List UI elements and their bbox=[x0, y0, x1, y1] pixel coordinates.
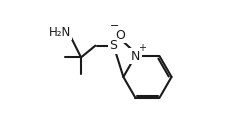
Text: S: S bbox=[110, 39, 118, 52]
Text: N: N bbox=[131, 50, 140, 63]
Text: +: + bbox=[138, 43, 146, 53]
Text: H₂N: H₂N bbox=[49, 26, 71, 39]
Text: −: − bbox=[110, 21, 119, 31]
Text: O: O bbox=[115, 29, 125, 42]
